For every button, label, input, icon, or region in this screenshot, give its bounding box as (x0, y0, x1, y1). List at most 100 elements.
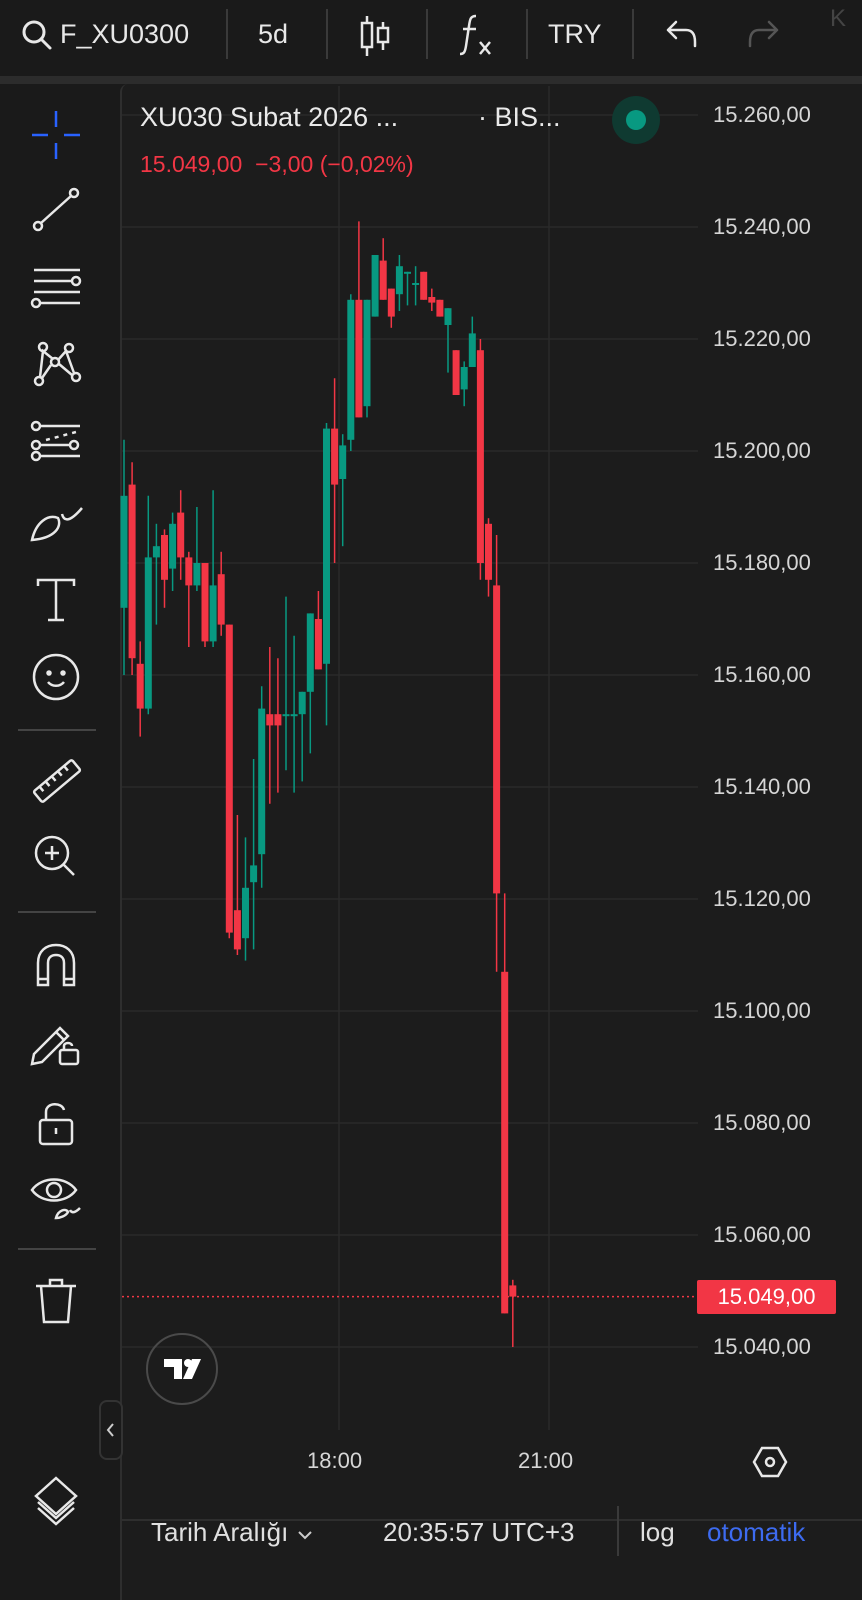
candle-body (436, 299, 444, 317)
candle-body (428, 297, 436, 303)
interval-button[interactable]: 5d (258, 19, 289, 49)
forecast-icon[interactable] (26, 412, 86, 472)
emoji-icon[interactable] (26, 647, 86, 707)
candle-body (476, 350, 484, 563)
candle-body (460, 367, 468, 390)
candle-body (298, 691, 306, 715)
trash-icon[interactable] (26, 1270, 86, 1330)
candle-body (323, 428, 330, 664)
crosshair-icon[interactable] (26, 105, 86, 165)
bottom-divider (122, 1519, 862, 1521)
candles-icon[interactable] (358, 14, 392, 58)
divider (226, 9, 228, 59)
chart-settings-icon[interactable] (752, 1444, 788, 1480)
search-icon[interactable] (20, 18, 54, 52)
candle-body (233, 910, 241, 950)
price-tick: 15.260,00 (713, 102, 811, 127)
candle-body (225, 624, 233, 933)
candle-body (120, 495, 128, 608)
date-range-label: Tarih Aralığı (151, 1517, 289, 1547)
symbol-search-button[interactable]: F_XU0300 (60, 19, 190, 49)
divider (18, 911, 96, 913)
layers-icon[interactable] (26, 1470, 86, 1530)
candle-body (509, 1285, 517, 1297)
toolbar-divider (0, 76, 862, 84)
fx-indicators-icon[interactable] (456, 12, 496, 58)
divider (617, 1506, 619, 1556)
clock-timezone[interactable]: 20:35:57 UTC+3 (383, 1517, 575, 1547)
candle-body (339, 445, 347, 479)
brush-icon[interactable] (26, 492, 86, 552)
price-tick: 15.200,00 (713, 438, 811, 463)
magnet-icon[interactable] (26, 935, 86, 995)
candle-body (290, 714, 298, 717)
candle-body (355, 299, 363, 418)
candle-body (452, 350, 460, 395)
chevron-down-icon (297, 1531, 312, 1540)
candle-body (501, 971, 509, 1314)
overflow-tool-button[interactable]: K (830, 5, 847, 32)
candle-body (444, 308, 452, 325)
price-tick: 15.140,00 (713, 774, 811, 799)
candle-body (185, 557, 193, 586)
unlock-icon[interactable] (26, 1092, 86, 1152)
time-tick: 21:00 (518, 1448, 574, 1473)
candle-body (152, 546, 160, 558)
candle-body (242, 887, 249, 939)
hide-drawings-icon[interactable] (26, 1166, 86, 1226)
exchange-label: · BIS... (478, 102, 561, 132)
candle-body (136, 663, 144, 709)
currency-button[interactable]: TRY (548, 19, 602, 49)
symbol-title[interactable]: XU030 Subat 2026 ... (140, 102, 399, 132)
candle-body (282, 714, 290, 717)
candle-body (468, 333, 476, 367)
drawing-toolbar (0, 84, 112, 1600)
candle-body (177, 512, 185, 558)
candle-body (250, 865, 258, 883)
tradingview-logo[interactable] (146, 1333, 218, 1405)
text-icon[interactable] (26, 570, 86, 630)
candle-body (128, 484, 136, 659)
price-change-percent: (−0,02%) (319, 151, 414, 177)
last-price: 15.049,00 (140, 151, 243, 177)
redo-icon[interactable] (745, 18, 781, 50)
candle-body (363, 299, 371, 407)
candle-body (420, 271, 428, 300)
divider (632, 9, 634, 59)
collapse-toolbar-button[interactable] (99, 1400, 123, 1460)
current-price-label: 15.049,00 (697, 1279, 836, 1314)
candle-body (404, 271, 411, 274)
chevron-left-icon (106, 1423, 114, 1437)
price-tick: 15.100,00 (713, 998, 811, 1023)
date-range-button[interactable]: Tarih Aralığı (151, 1515, 314, 1549)
price-tick: 15.220,00 (713, 326, 811, 351)
candle-body (169, 523, 177, 569)
trend-line-icon[interactable] (26, 180, 86, 240)
price-tick: 15.040,00 (713, 1334, 811, 1359)
price-tick: 15.120,00 (713, 886, 811, 911)
fib-lines-icon[interactable] (26, 258, 86, 318)
ruler-icon[interactable] (26, 750, 86, 810)
market-status-indicator[interactable] (612, 96, 660, 144)
zoom-in-icon[interactable] (26, 827, 86, 887)
candle-body (258, 708, 266, 855)
price-change: −3,00 (255, 151, 314, 177)
auto-scale-toggle[interactable]: otomatik (707, 1517, 806, 1547)
status-dot-icon (626, 110, 646, 130)
candle-body (209, 585, 217, 642)
candle-body (266, 714, 274, 726)
candle-body (387, 288, 395, 317)
candle-body (217, 574, 225, 625)
time-tick: 18:00 (307, 1448, 363, 1473)
divider (526, 9, 528, 59)
divider (326, 9, 328, 59)
candle-body (306, 613, 314, 692)
price-change-line: 15.049,00 −3,00 (−0,02%) (140, 151, 414, 178)
lock-drawing-icon[interactable] (26, 1012, 86, 1072)
divider (18, 1248, 96, 1250)
price-tick: 15.160,00 (713, 662, 811, 687)
pattern-icon[interactable] (26, 335, 86, 395)
log-scale-toggle[interactable]: log (640, 1517, 675, 1547)
undo-icon[interactable] (664, 18, 700, 50)
